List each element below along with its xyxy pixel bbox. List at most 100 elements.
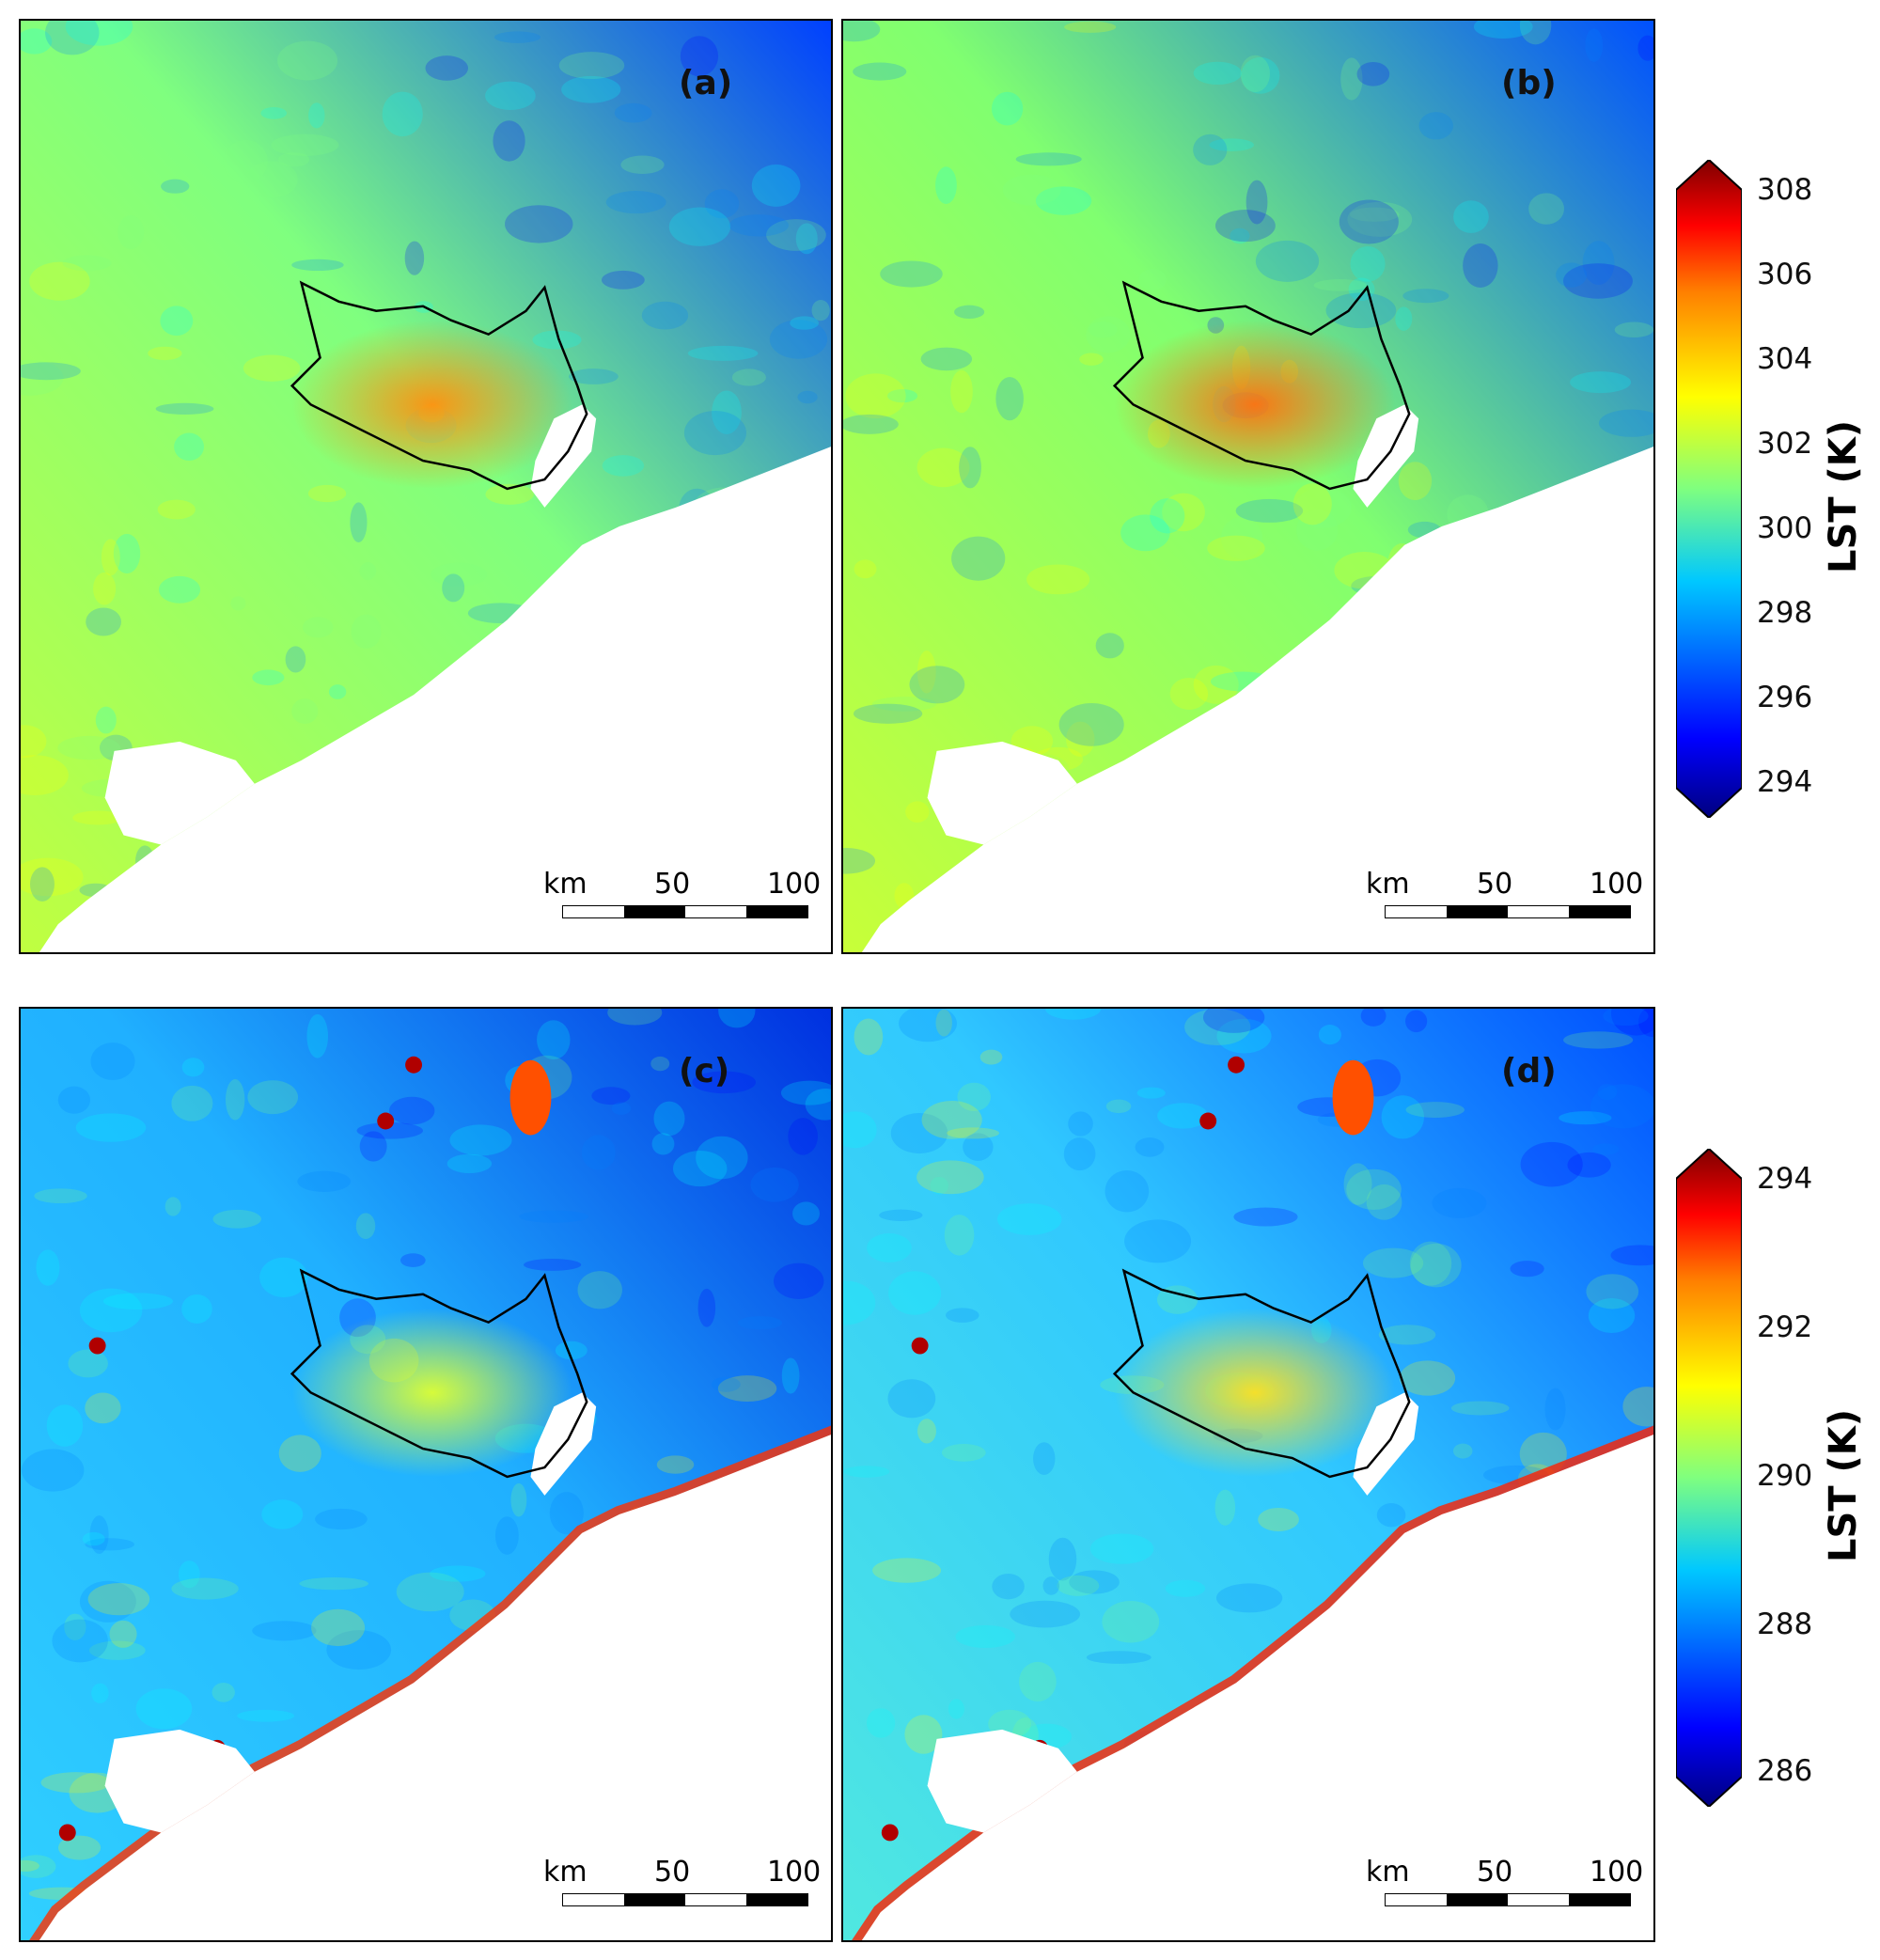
lst-texture-patch — [657, 1455, 695, 1473]
panel-label-a: (a) — [679, 64, 732, 102]
lst-texture-patch — [992, 1574, 1024, 1599]
lst-map-b — [843, 21, 1653, 952]
lst-texture-patch — [951, 537, 1005, 581]
lst-texture-patch — [247, 1080, 298, 1114]
lst-texture-patch — [1016, 152, 1082, 165]
lst-texture-patch — [1207, 536, 1264, 561]
lst-texture-patch — [954, 306, 984, 319]
lst-texture-patch — [1377, 1503, 1406, 1527]
lst-texture-patch — [945, 1215, 975, 1256]
lst-texture-patch — [212, 1683, 235, 1702]
lst-texture-patch — [277, 41, 337, 81]
scale-bar-a: km 50 100 — [543, 868, 825, 924]
scale-bar-graphic — [562, 1893, 808, 1906]
lst-texture-patch — [732, 368, 766, 385]
colorbar-title: LST (K) — [1822, 420, 1865, 573]
panel-label-b: (b) — [1501, 64, 1557, 102]
lst-texture-patch — [738, 1316, 782, 1329]
hot-spot — [882, 1824, 899, 1841]
lst-texture-patch — [260, 107, 287, 119]
lst-texture-patch — [1406, 1102, 1465, 1118]
hot-spot — [59, 1824, 76, 1841]
lst-texture-patch — [311, 1609, 365, 1646]
hot-spot — [405, 1057, 422, 1074]
lst-texture-patch — [252, 669, 284, 685]
lst-texture-patch — [620, 156, 664, 174]
lst-texture-patch — [942, 1444, 986, 1462]
lst-texture-patch — [68, 1349, 107, 1377]
colorbar-tick: 304 — [1757, 342, 1812, 376]
lst-texture-patch — [226, 1079, 244, 1120]
lst-texture-patch — [712, 1377, 741, 1392]
lst-texture-patch — [905, 801, 929, 823]
lst-texture-patch — [1170, 678, 1209, 710]
colorbar-tick: 294 — [1757, 765, 1812, 799]
lst-texture-patch — [916, 1160, 984, 1194]
lst-texture-patch — [578, 1271, 622, 1309]
lst-texture-patch — [165, 1197, 181, 1215]
lst-texture-patch — [1463, 243, 1497, 288]
lst-texture-patch — [1326, 292, 1397, 328]
lst-texture-patch — [261, 1499, 303, 1529]
lst-texture-patch — [729, 214, 789, 236]
lst-texture-patch — [405, 241, 424, 274]
lst-texture-patch — [606, 191, 666, 213]
lst-texture-patch — [352, 615, 382, 649]
lst-texture-patch — [909, 666, 964, 703]
lst-texture-patch — [1567, 1152, 1610, 1178]
lst-map-d — [843, 1009, 1653, 1940]
lst-texture-patch — [279, 1435, 321, 1472]
lst-texture-patch — [41, 1772, 112, 1793]
lst-texture-patch — [1216, 1583, 1282, 1612]
scale-bar-graphic — [1385, 905, 1631, 918]
lst-texture-patch — [224, 140, 268, 183]
hot-spot — [377, 1113, 394, 1130]
colorbar-tick: 302 — [1757, 427, 1812, 461]
scale-bar-graphic — [1385, 1893, 1631, 1906]
scale-100-label: 100 — [1590, 1856, 1643, 1889]
map-panel-b: (b) km 50 100 — [841, 19, 1655, 954]
lst-texture-patch — [854, 1019, 884, 1056]
lst-texture-patch — [696, 1137, 747, 1180]
lst-texture-patch — [872, 1558, 941, 1582]
lst-texture-patch — [1019, 1662, 1057, 1701]
lst-texture-patch — [1350, 246, 1385, 282]
lst-texture-patch — [603, 455, 645, 477]
lst-texture-patch — [774, 1263, 823, 1299]
lst-texture-patch — [1451, 1401, 1510, 1415]
lst-texture-patch — [47, 1404, 84, 1447]
lst-texture-patch — [306, 1014, 328, 1058]
lake-warm-patch — [510, 1060, 552, 1136]
lst-texture-patch — [308, 485, 346, 502]
lst-texture-patch — [52, 1620, 107, 1663]
lst-texture-patch — [22, 1450, 85, 1492]
lst-texture-patch — [118, 215, 144, 249]
lst-texture-patch — [76, 1113, 146, 1141]
lst-texture-patch — [90, 1043, 134, 1080]
scale-50-label: 50 — [654, 1856, 690, 1889]
lst-texture-patch — [1357, 62, 1390, 86]
lst-texture-patch — [1556, 262, 1587, 287]
lst-texture-patch — [30, 867, 55, 902]
lst-texture-patch — [109, 1621, 136, 1648]
lst-texture-patch — [1314, 279, 1367, 291]
lst-texture-patch — [57, 736, 120, 760]
lst-texture-patch — [1090, 1533, 1153, 1563]
lst-texture-patch — [1615, 322, 1653, 337]
lst-texture-patch — [156, 403, 214, 415]
scale-bar-b: km 50 100 — [1366, 868, 1648, 924]
lst-texture-patch — [88, 1583, 150, 1615]
lst-texture-patch — [867, 1233, 912, 1262]
colorbar-tick: 308 — [1757, 173, 1812, 207]
map-panel-a: (a) km 50 100 — [19, 19, 833, 954]
lake-warm-patch — [1333, 1060, 1374, 1136]
scale-km-label: km — [1366, 868, 1410, 901]
lst-texture-patch — [980, 1050, 1003, 1065]
lst-texture-patch — [812, 300, 830, 321]
lst-texture-patch — [1590, 1084, 1653, 1128]
lst-texture-patch — [669, 208, 730, 246]
lst-texture-patch — [1589, 1298, 1635, 1333]
scale-bar-c: km 50 100 — [543, 1856, 825, 1912]
lst-texture-patch — [1432, 1188, 1486, 1218]
lst-texture-patch — [1236, 499, 1303, 523]
